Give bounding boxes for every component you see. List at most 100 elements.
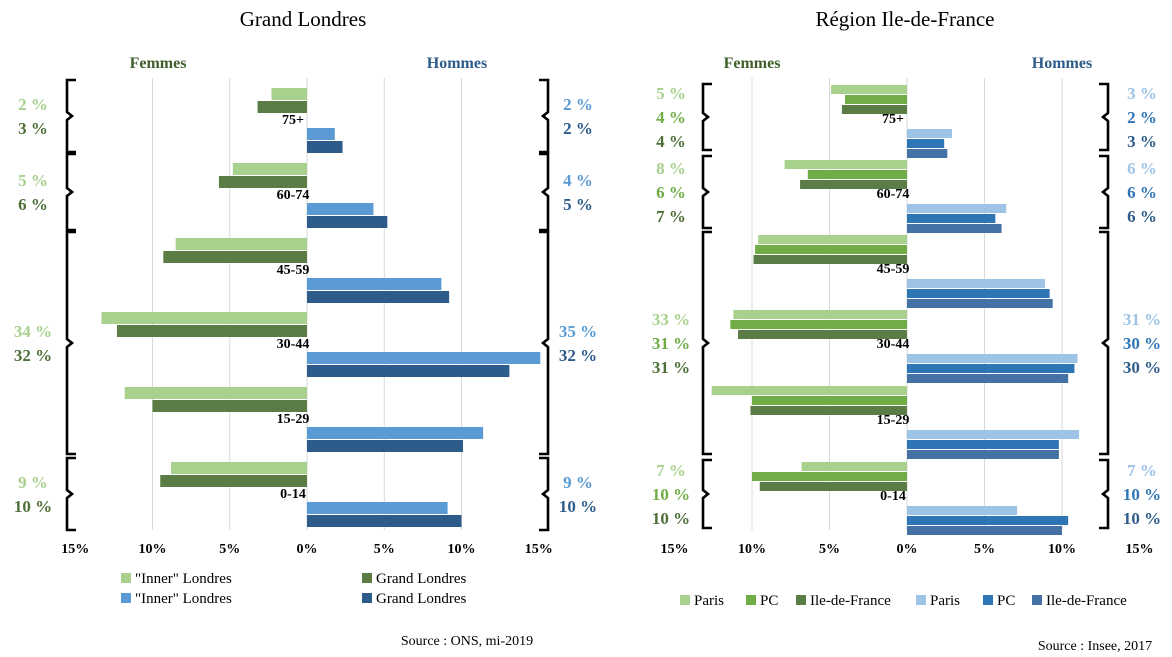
group-bracket-right <box>539 456 550 532</box>
share-label-femmes: 31 % <box>652 334 690 353</box>
category-label: 45-59 <box>277 263 310 278</box>
share-label-femmes: 10 % <box>652 485 690 504</box>
bar-hommes <box>307 427 484 439</box>
bar-femmes <box>801 462 907 471</box>
bar-hommes <box>907 430 1080 439</box>
share-label-hommes: 3 % <box>1127 132 1157 151</box>
share-label-femmes: 6 % <box>18 195 48 214</box>
group-bracket-right <box>1099 82 1110 152</box>
share-label-femmes: 32 % <box>14 346 52 365</box>
bar-femmes <box>738 330 907 339</box>
share-label-hommes: 6 % <box>1127 183 1157 202</box>
share-label-femmes: 10 % <box>14 497 52 516</box>
share-label-hommes: 7 % <box>1127 461 1157 480</box>
category-label: 45-59 <box>877 262 910 277</box>
x-tick-label: 10% <box>1048 542 1076 557</box>
bar-hommes <box>907 516 1069 525</box>
x-tick-label: 5% <box>374 542 395 557</box>
bar-hommes <box>307 515 462 527</box>
group-bracket-left <box>65 230 76 456</box>
bar-hommes <box>307 352 541 364</box>
legend-label: Grand Londres <box>376 571 467 587</box>
bar-hommes <box>907 279 1045 288</box>
legend-swatch <box>983 595 993 605</box>
x-tick-label: 5% <box>819 542 840 557</box>
share-label-femmes: 33 % <box>652 310 690 329</box>
bar-hommes <box>907 214 996 223</box>
legend-label: "Inner" Londres <box>135 591 232 607</box>
share-label-femmes: 10 % <box>652 509 690 528</box>
category-label: 60-74 <box>277 188 310 203</box>
bar-femmes <box>232 163 307 175</box>
x-tick-label: 0% <box>897 542 918 557</box>
share-label-femmes: 9 % <box>18 473 48 492</box>
bar-femmes <box>758 235 907 244</box>
legend-swatch <box>362 593 372 603</box>
category-label: 15-29 <box>877 413 910 428</box>
bar-hommes <box>907 149 948 158</box>
share-label-hommes: 2 % <box>563 119 593 138</box>
bar-femmes <box>807 170 907 179</box>
bar-hommes <box>307 502 448 514</box>
category-label: 30-44 <box>877 337 910 352</box>
bar-femmes <box>271 88 307 100</box>
legend-label: Paris <box>694 593 724 609</box>
category-label: 0-14 <box>280 487 306 502</box>
group-bracket-right <box>1099 230 1110 456</box>
legend-swatch <box>680 595 690 605</box>
bar-femmes <box>755 245 907 254</box>
bar-hommes <box>907 204 1007 213</box>
bar-hommes <box>907 506 1018 515</box>
bar-femmes <box>841 105 907 114</box>
x-tick-label: 10% <box>738 542 766 557</box>
bar-hommes <box>307 278 442 290</box>
bar-femmes <box>831 85 907 94</box>
category-label: 60-74 <box>877 187 910 202</box>
bar-hommes <box>907 526 1062 535</box>
share-label-femmes: 2 % <box>18 95 48 114</box>
group-bracket-left <box>701 230 712 456</box>
bar-hommes <box>307 291 450 303</box>
bar-femmes <box>752 396 907 405</box>
bar-hommes <box>307 203 374 215</box>
bar-hommes <box>907 374 1069 383</box>
bar-femmes <box>124 387 307 399</box>
x-tick-label: 5% <box>219 542 240 557</box>
group-bracket-right <box>1099 458 1110 530</box>
group-bracket-right <box>1099 154 1110 230</box>
bar-femmes <box>750 406 907 415</box>
share-label-femmes: 5 % <box>656 84 686 103</box>
chart-title: Région Ile-de-France <box>815 7 994 31</box>
bar-femmes <box>845 95 907 104</box>
bar-femmes <box>171 462 307 474</box>
femmes-header: Femmes <box>130 55 187 72</box>
source-note: Source : Insee, 2017 <box>1038 639 1152 654</box>
group-bracket-left <box>701 82 712 152</box>
share-label-hommes: 5 % <box>563 195 593 214</box>
share-label-hommes: 32 % <box>559 346 597 365</box>
chart-title: Grand Londres <box>240 7 367 31</box>
legend-swatch <box>362 573 372 583</box>
legend-swatch <box>121 593 131 603</box>
share-label-hommes: 9 % <box>563 473 593 492</box>
share-label-femmes: 7 % <box>656 207 686 226</box>
bar-femmes <box>101 312 307 324</box>
bar-femmes <box>784 160 907 169</box>
source-note: Source : ONS, mi-2019 <box>401 634 533 649</box>
share-label-hommes: 31 % <box>1123 310 1161 329</box>
bar-hommes <box>307 216 388 228</box>
legend-label: Ile-de-France <box>810 593 891 609</box>
category-label: 30-44 <box>277 337 310 352</box>
group-bracket-right <box>539 230 550 456</box>
bar-femmes <box>730 320 907 329</box>
bar-femmes <box>218 176 307 188</box>
bar-hommes <box>907 354 1078 363</box>
legend-swatch <box>746 595 756 605</box>
bar-hommes <box>907 364 1075 373</box>
bar-hommes <box>907 289 1050 298</box>
bar-hommes <box>907 139 945 148</box>
share-label-hommes: 30 % <box>1123 358 1161 377</box>
share-label-hommes: 30 % <box>1123 334 1161 353</box>
category-label: 0-14 <box>880 489 906 504</box>
